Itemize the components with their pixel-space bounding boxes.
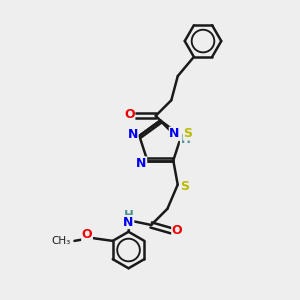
Text: O: O [124,108,135,121]
Text: O: O [172,224,182,237]
Text: N: N [123,215,134,229]
Text: N: N [128,128,138,141]
Text: S: S [183,127,192,140]
Text: H: H [124,209,134,222]
Text: N: N [169,127,180,140]
Text: H: H [181,133,190,146]
Text: CH₃: CH₃ [52,236,71,246]
Text: N: N [136,157,147,170]
Text: S: S [180,180,189,193]
Text: O: O [82,228,92,241]
